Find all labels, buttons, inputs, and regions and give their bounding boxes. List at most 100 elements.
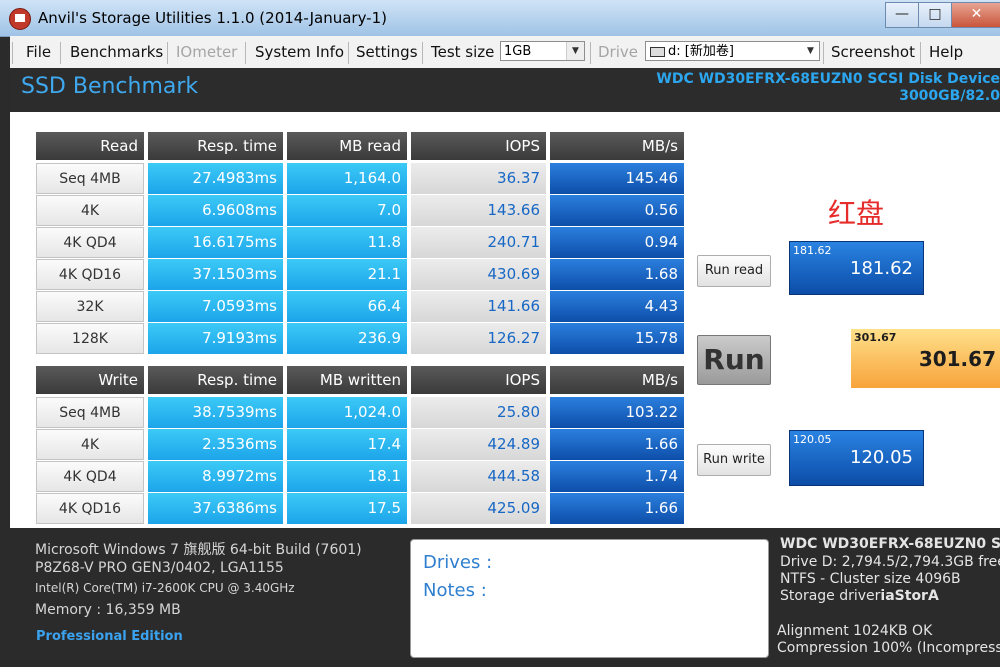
- row-label-button[interactable]: 32K: [36, 291, 144, 322]
- iops-value: 126.27: [411, 323, 546, 354]
- chevron-down-icon[interactable]: ▼: [802, 42, 819, 60]
- menu-separator: [920, 42, 921, 64]
- resp-time-value: 37.1503ms: [148, 259, 283, 290]
- menu-separator: [167, 42, 168, 64]
- mb-value: 66.4: [287, 291, 407, 322]
- storage-driver: Storage driveriaStorA: [780, 588, 939, 604]
- drive-free: Drive D: 2,794.5/2,794.3GB free: [780, 554, 1000, 570]
- row-label-button[interactable]: Seq 4MB: [36, 163, 144, 194]
- row-label-button[interactable]: 4K: [36, 429, 144, 460]
- row-label-button[interactable]: Seq 4MB: [36, 397, 144, 428]
- write-header-mbs: MB/s: [550, 366, 684, 394]
- close-button[interactable]: ✕: [951, 2, 1000, 28]
- menu-separator: [422, 42, 423, 64]
- test-size-label: Test size: [431, 43, 495, 61]
- read-header-mbs: MB/s: [550, 132, 684, 160]
- mb-value: 18.1: [287, 461, 407, 492]
- menu-system-info[interactable]: System Info: [255, 43, 345, 61]
- drive-tag-label: 红盘: [828, 197, 885, 230]
- mb-value: 7.0: [287, 195, 407, 226]
- mbs-value: 1.68: [550, 259, 684, 290]
- run-write-button[interactable]: Run write: [697, 444, 771, 476]
- read-score-value: 181.62: [850, 258, 913, 279]
- memory-info: Memory : 16,359 MB: [35, 602, 181, 618]
- mb-value: 17.5: [287, 493, 407, 524]
- drive-model: WDC WD30EFRX-68EUZN0 SCSI: [780, 536, 1000, 552]
- notes-box[interactable]: Drives : Notes :: [410, 539, 769, 658]
- row-label-button[interactable]: 4K QD4: [36, 227, 144, 258]
- resp-time-value: 7.9193ms: [148, 323, 283, 354]
- iops-value: 240.71: [411, 227, 546, 258]
- drive-filesystem: NTFS - Cluster size 4096B: [780, 571, 961, 587]
- menu-screenshot[interactable]: Screenshot: [831, 43, 915, 61]
- window-title: Anvil's Storage Utilities 1.1.0 (2014-Ja…: [38, 9, 387, 27]
- compression-info: Compression 100% (Incompressible): [777, 640, 1000, 656]
- resp-time-value: 38.7539ms: [148, 397, 283, 428]
- cpu-info: Intel(R) Core(TM) i7-2600K CPU @ 3.40GHz: [35, 581, 295, 595]
- write-header-iops: IOPS: [411, 366, 546, 394]
- row-label-button[interactable]: 4K QD4: [36, 461, 144, 492]
- write-header-mb: MB written: [287, 366, 407, 394]
- maximize-button[interactable]: □: [918, 2, 952, 28]
- test-size-select[interactable]: 1GB ▼: [500, 41, 585, 61]
- write-header-label: Write: [36, 366, 144, 394]
- mb-value: 21.1: [287, 259, 407, 290]
- disk-capacity: 3000GB/82.0: [899, 88, 1000, 104]
- read-header-iops: IOPS: [411, 132, 546, 160]
- iops-value: 36.37: [411, 163, 546, 194]
- test-size-value: 1GB: [504, 44, 532, 59]
- resp-time-value: 8.9972ms: [148, 461, 283, 492]
- read-score: 181.62 181.62: [789, 241, 924, 295]
- results-panel: Read Resp. time MB read IOPS MB/s Seq 4M…: [10, 112, 1000, 528]
- run-read-button[interactable]: Run read: [697, 255, 771, 287]
- row-label-button[interactable]: 128K: [36, 323, 144, 354]
- edition-label: Professional Edition: [36, 629, 183, 644]
- menu-file[interactable]: File: [26, 43, 52, 61]
- write-score-value: 120.05: [850, 447, 913, 468]
- row-label-button[interactable]: 4K QD16: [36, 493, 144, 524]
- mb-value: 1,164.0: [287, 163, 407, 194]
- system-info-panel: Microsoft Windows 7 旗舰版 64-bit Build (76…: [10, 528, 1000, 667]
- page-title: SSD Benchmark: [21, 74, 199, 99]
- title-bar: Anvil's Storage Utilities 1.1.0 (2014-Ja…: [0, 0, 1000, 37]
- iops-value: 444.58: [411, 461, 546, 492]
- menu-settings[interactable]: Settings: [356, 43, 418, 61]
- read-header-mb: MB read: [287, 132, 407, 160]
- write-score-small: 120.05: [793, 433, 832, 446]
- drive-select[interactable]: d: [新加卷] ▼: [645, 41, 820, 61]
- drive-value: d: [新加卷]: [668, 44, 734, 59]
- menu-help[interactable]: Help: [929, 43, 964, 61]
- mbs-value: 0.94: [550, 227, 684, 258]
- run-button[interactable]: Run: [697, 335, 771, 385]
- read-header-label: Read: [36, 132, 144, 160]
- menu-separator: [245, 42, 246, 64]
- menu-benchmarks[interactable]: Benchmarks: [70, 43, 164, 61]
- read-score-small: 181.62: [793, 244, 832, 257]
- row-label-button[interactable]: 4K QD16: [36, 259, 144, 290]
- iops-value: 25.80: [411, 397, 546, 428]
- row-label-button[interactable]: 4K: [36, 195, 144, 226]
- menu-bar: File Benchmarks IOmeter System Info Sett…: [10, 36, 1000, 69]
- mbs-value: 103.22: [550, 397, 684, 428]
- mbs-value: 4.43: [550, 291, 684, 322]
- write-header-resp: Resp. time: [148, 366, 283, 394]
- write-score: 120.05 120.05: [789, 430, 924, 486]
- menu-separator: [12, 42, 13, 64]
- board-info: P8Z68-V PRO GEN3/0402, LGA1155: [35, 560, 284, 576]
- mbs-value: 1.66: [550, 429, 684, 460]
- minimize-button[interactable]: —: [885, 2, 919, 28]
- chevron-down-icon[interactable]: ▼: [566, 42, 584, 60]
- storage-driver-label: Storage driver: [780, 588, 881, 604]
- menu-separator: [823, 42, 824, 64]
- drive-label: Drive: [598, 43, 638, 61]
- menu-separator: [590, 42, 591, 64]
- menu-iometer[interactable]: IOmeter: [176, 43, 238, 61]
- benchmark-header: SSD Benchmark WDC WD30EFRX-68EUZN0 SCSI …: [10, 68, 1000, 112]
- resp-time-value: 27.4983ms: [148, 163, 283, 194]
- storage-driver-value: iaStorA: [880, 588, 939, 604]
- total-score-small: 301.67: [854, 331, 897, 344]
- mbs-value: 0.56: [550, 195, 684, 226]
- mbs-value: 1.74: [550, 461, 684, 492]
- resp-time-value: 16.6175ms: [148, 227, 283, 258]
- os-info: Microsoft Windows 7 旗舰版 64-bit Build (76…: [35, 542, 362, 558]
